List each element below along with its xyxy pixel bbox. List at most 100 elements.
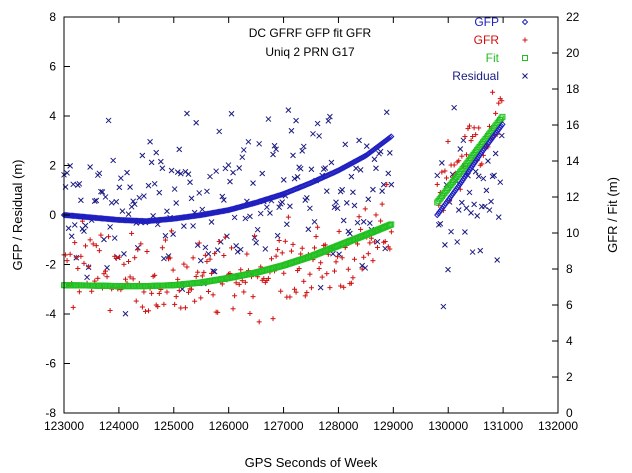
data-point: [233, 280, 239, 286]
marker-stroke: [475, 173, 482, 180]
data-point: [365, 251, 371, 257]
data-point: [472, 168, 479, 175]
marker-stroke: [204, 188, 210, 195]
data-point: [227, 178, 233, 185]
series-residual: [61, 104, 505, 317]
data-point: [185, 171, 192, 177]
data-point: [139, 304, 145, 310]
data-point: [347, 230, 353, 237]
y2-tick-label: 4: [566, 334, 573, 348]
data-point: [230, 169, 236, 176]
marker-stroke: [207, 173, 213, 180]
data-point: [276, 237, 282, 243]
data-point: [315, 224, 321, 230]
marker-stroke: [350, 189, 356, 196]
data-point: [313, 234, 319, 240]
data-point: [328, 159, 335, 166]
data-point: [270, 151, 276, 158]
data-point: [335, 254, 341, 260]
data-point: [197, 257, 204, 264]
data-point: [98, 188, 104, 195]
marker-stroke: [379, 188, 385, 194]
data-point: [365, 196, 372, 203]
marker-stroke: [257, 210, 264, 217]
data-point: [168, 167, 175, 174]
marker-stroke: [65, 225, 72, 232]
data-point: [325, 118, 332, 124]
marker-stroke: [290, 152, 296, 159]
marker-stroke: [373, 165, 379, 172]
marker-stroke: [267, 210, 273, 216]
data-point: [362, 206, 368, 212]
y2-tick-label: 12: [566, 190, 580, 204]
marker-stroke: [300, 143, 307, 150]
data-point: [459, 153, 465, 159]
marker-stroke: [339, 186, 346, 193]
data-point: [482, 203, 488, 210]
marker-stroke: [311, 218, 318, 225]
marker-stroke: [472, 168, 479, 175]
data-point: [129, 230, 135, 236]
data-point: [340, 217, 347, 224]
data-point: [250, 180, 256, 187]
marker-stroke: [136, 194, 143, 201]
data-point: [195, 269, 201, 275]
data-point: [225, 162, 232, 168]
marker-stroke: [488, 198, 494, 205]
data-point: [265, 116, 272, 122]
data-point: [287, 294, 293, 300]
marker-stroke: [96, 170, 103, 177]
data-point: [136, 194, 143, 201]
data-point: [236, 281, 242, 287]
data-point: [499, 113, 506, 120]
data-point: [215, 309, 221, 315]
marker-stroke: [127, 184, 133, 191]
legend: GFP GFR Fit Residual: [452, 15, 529, 83]
data-point: [121, 261, 127, 267]
data-point: [442, 168, 448, 174]
data-point: [162, 232, 169, 239]
data-point: [373, 212, 379, 218]
marker-stroke: [84, 274, 90, 281]
data-point: [468, 209, 474, 216]
marker-stroke: [125, 211, 132, 217]
marker-stroke: [87, 164, 93, 170]
data-point: [204, 258, 210, 264]
data-point: [93, 243, 99, 249]
x-axis-title: GPS Seconds of Week: [245, 455, 378, 470]
marker-stroke: [199, 206, 206, 213]
marker-stroke: [131, 201, 138, 208]
data-point: [173, 294, 179, 300]
series-gfp: [60, 121, 506, 225]
data-point: [207, 256, 213, 262]
marker-stroke: [173, 200, 180, 206]
data-point: [76, 180, 83, 187]
marker-stroke: [385, 170, 392, 177]
data-point: [239, 278, 245, 284]
data-point: [353, 165, 359, 172]
data-point: [99, 189, 106, 195]
y2-tick-label: 0: [566, 406, 573, 420]
marker-stroke: [308, 166, 315, 173]
data-point: [102, 268, 108, 274]
data-point: [300, 143, 307, 150]
data-point: [462, 229, 468, 235]
marker-stroke: [193, 119, 200, 126]
marker-stroke: [365, 196, 372, 203]
data-point: [334, 205, 341, 212]
marker-stroke: [522, 73, 528, 79]
marker-stroke: [469, 249, 476, 255]
data-point: [374, 238, 381, 245]
data-point: [458, 199, 465, 206]
marker-stroke: [448, 228, 454, 235]
data-point: [371, 156, 378, 163]
marker-stroke: [233, 243, 239, 249]
data-point: [64, 258, 70, 264]
marker-stroke: [116, 184, 123, 191]
data-point: [492, 150, 499, 157]
data-point: [304, 290, 310, 296]
data-point: [91, 198, 98, 204]
data-point: [466, 166, 474, 173]
data-point: [362, 265, 369, 271]
